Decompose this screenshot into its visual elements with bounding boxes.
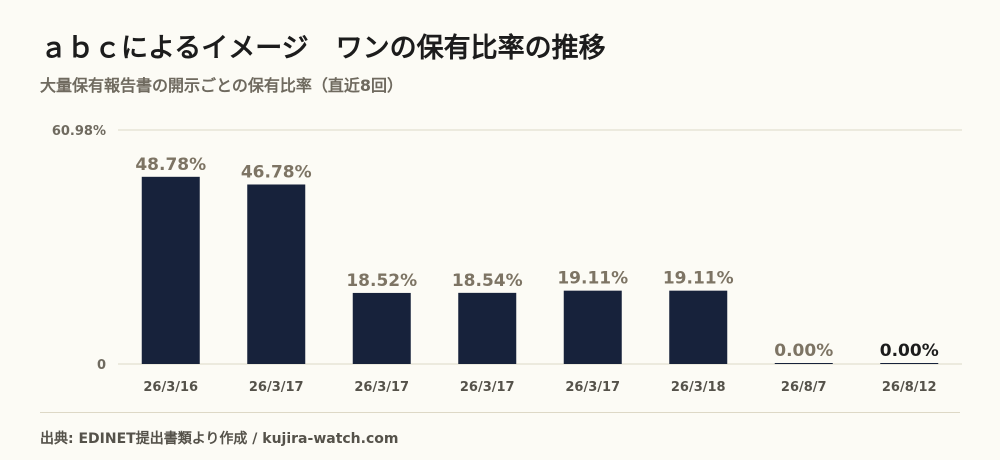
x-tick-label-3: 26/3/17 [354,380,409,395]
bar-2 [247,184,306,364]
chart-title: ａｂｃによるイメージ ワンの保有比率の推移 [40,33,606,64]
value-label-3: 18.52% [346,271,417,291]
x-tick-label-1: 26/3/16 [143,380,198,395]
x-tick-label-8: 26/8/12 [882,380,937,395]
bar-7 [774,363,833,364]
source-note: 出典: EDINET提出書類より作成 / kujira-watch.com [40,431,399,447]
bar-5 [563,290,622,364]
x-tick-label-6: 26/3/18 [671,380,726,395]
bar-8 [880,363,939,364]
y-tick-label-max: 60.98% [52,124,106,139]
y-tick-label-zero: 0 [97,358,106,373]
value-label-7: 0.00% [774,341,833,361]
value-label-5: 19.11% [557,269,628,289]
chart-subtitle: 大量保有報告書の開示ごとの保有比率（直近8回） [40,76,403,95]
value-label-1: 48.78% [135,155,206,175]
value-label-2: 46.78% [241,162,312,182]
bar-3 [352,292,411,364]
value-label-4: 18.54% [452,271,523,291]
x-tick-label-4: 26/3/17 [460,380,515,395]
value-label-6: 19.11% [663,269,734,289]
value-label-8: 0.00% [880,341,939,361]
x-tick-label-5: 26/3/17 [565,380,620,395]
bar-1 [141,176,200,364]
x-tick-label-2: 26/3/17 [249,380,304,395]
bar-4 [458,292,517,364]
x-tick-label-7: 26/8/7 [781,380,827,395]
footer-divider [40,412,960,413]
bar-6 [669,290,728,364]
